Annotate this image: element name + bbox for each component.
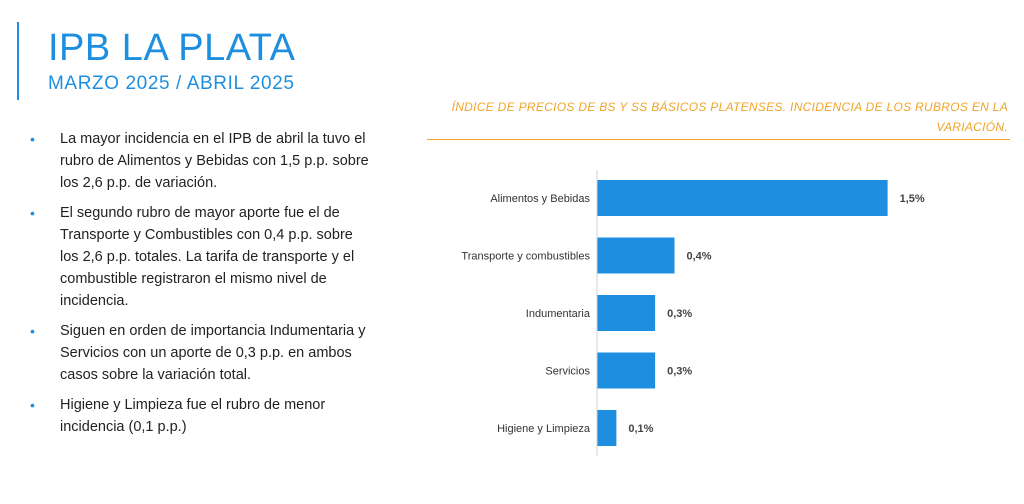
bullet-dot-icon: • [30,131,35,147]
bullet-item: • El segundo rubro de mayor aporte fue el… [30,202,375,312]
bullet-item: • Higiene y Limpieza fue el rubro de meno… [30,394,375,438]
bullet-dot-icon: • [30,397,35,413]
chart-title-rule [427,139,1010,140]
page-title: IPB LA PLATA [48,27,296,69]
page-subtitle: MARZO 2025 / ABRIL 2025 [48,73,295,94]
title-accent-bar [17,22,19,100]
bar [597,237,675,274]
data-label: 0,3% [667,366,692,378]
category-label: Indumentaria [526,308,591,320]
bar [597,410,617,446]
bullet-list: • La mayor incidencia en el IPB de abril … [30,128,375,446]
chart-title: ÍNDICE DE PRECIOS DE BS Y SS BÁSICOS PLA… [451,100,1008,134]
bullet-text: Higiene y Limpieza fue el rubro de menor… [60,397,326,435]
bar-chart: Alimentos y Bebidas 1,5% Transporte y comb… [461,170,925,456]
category-label: Servicios [545,366,590,378]
bullet-dot-icon: • [30,205,35,221]
bullet-item: • La mayor incidencia en el IPB de abril … [30,128,375,194]
data-label: 0,1% [628,423,653,435]
data-label: 0,3% [667,308,692,320]
category-label: Transporte y combustibles [461,251,590,263]
category-label: Alimentos y Bebidas [490,193,590,205]
bar [597,180,888,216]
bullet-text: Siguen en orden de importancia Indumenta… [60,323,366,383]
bullet-text: El segundo rubro de mayor aporte fue el … [60,205,355,309]
bullet-text: La mayor incidencia en el IPB de abril l… [60,131,369,191]
bullet-item: • Siguen en orden de importancia Indument… [30,320,375,386]
category-label: Higiene y Limpieza [497,423,591,435]
data-label: 0,4% [687,251,712,263]
bar [597,295,656,331]
data-label: 1,5% [900,193,925,205]
bullet-dot-icon: • [30,323,35,339]
bar [597,352,656,389]
